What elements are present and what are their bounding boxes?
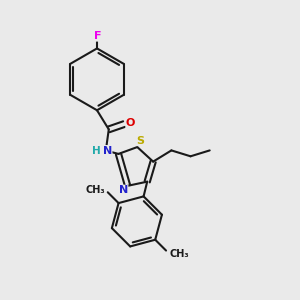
Text: O: O: [126, 118, 135, 128]
Text: N: N: [103, 146, 112, 156]
Text: F: F: [94, 31, 102, 41]
Text: N: N: [118, 185, 128, 195]
Text: CH₃: CH₃: [169, 248, 189, 259]
Text: S: S: [136, 136, 144, 146]
Text: CH₃: CH₃: [85, 185, 105, 195]
Text: H: H: [92, 146, 101, 156]
